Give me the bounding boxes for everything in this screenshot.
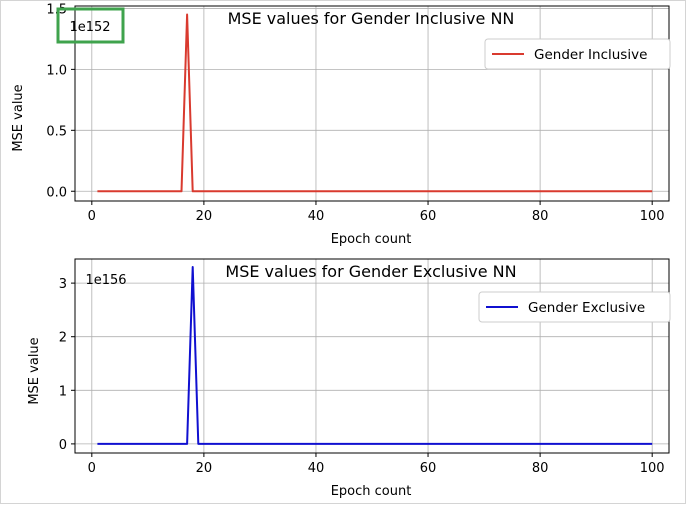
y-tick-label: 0.0 — [46, 185, 67, 200]
series-line — [97, 13, 653, 193]
x-tick-label: 80 — [532, 209, 549, 224]
y-axis-label: MSE value — [27, 337, 42, 404]
x-tick-label: 0 — [88, 209, 96, 224]
x-tick-label: 0 — [88, 461, 96, 476]
x-axis-label: Epoch count — [331, 484, 412, 499]
offset-highlight-box — [56, 7, 125, 44]
y-tick-label: 3 — [59, 277, 67, 292]
plot-area: 0 20 40 60 80 100 0 1 2 3 — [59, 258, 670, 476]
series-line — [97, 266, 653, 445]
legend: Gender Inclusive — [484, 38, 671, 70]
legend-label: Gender Inclusive — [534, 47, 647, 63]
y-tick-label: 2 — [59, 331, 67, 346]
x-tick-label: 20 — [196, 461, 213, 476]
legend-frame — [484, 38, 671, 70]
subplot-gender-exclusive: 0 20 40 60 80 100 0 1 2 3 MSE values for Gender E… — [27, 258, 671, 499]
legend-frame — [478, 291, 671, 323]
x-tick-label: 40 — [308, 461, 325, 476]
y-offset-text: 1e156 — [85, 273, 126, 288]
y-tick-label: 1.0 — [46, 63, 67, 78]
x-tick-label: 60 — [420, 461, 437, 476]
x-tick-label: 20 — [196, 209, 213, 224]
chart-title: MSE values for Gender Inclusive NN — [228, 9, 515, 28]
y-tick-label: 0.5 — [46, 124, 67, 139]
x-tick-label: 100 — [640, 461, 665, 476]
x-axis-label: Epoch count — [331, 232, 412, 247]
chart-title: MSE values for Gender Exclusive NN — [225, 262, 516, 281]
y-tick-label: 1 — [59, 384, 67, 399]
axes-frame — [74, 258, 670, 454]
y-offset-text: 1e152 — [69, 20, 110, 35]
x-tick-label: 60 — [420, 209, 437, 224]
legend-label: Gender Exclusive — [528, 300, 645, 316]
legend: Gender Exclusive — [478, 291, 671, 323]
x-tick-label: 40 — [308, 209, 325, 224]
y-axis-label: MSE value — [11, 84, 26, 151]
y-tick-label: 0 — [59, 438, 67, 453]
x-tick-label: 80 — [532, 461, 549, 476]
axes-frame — [74, 5, 670, 202]
x-tick-label: 100 — [640, 209, 665, 224]
